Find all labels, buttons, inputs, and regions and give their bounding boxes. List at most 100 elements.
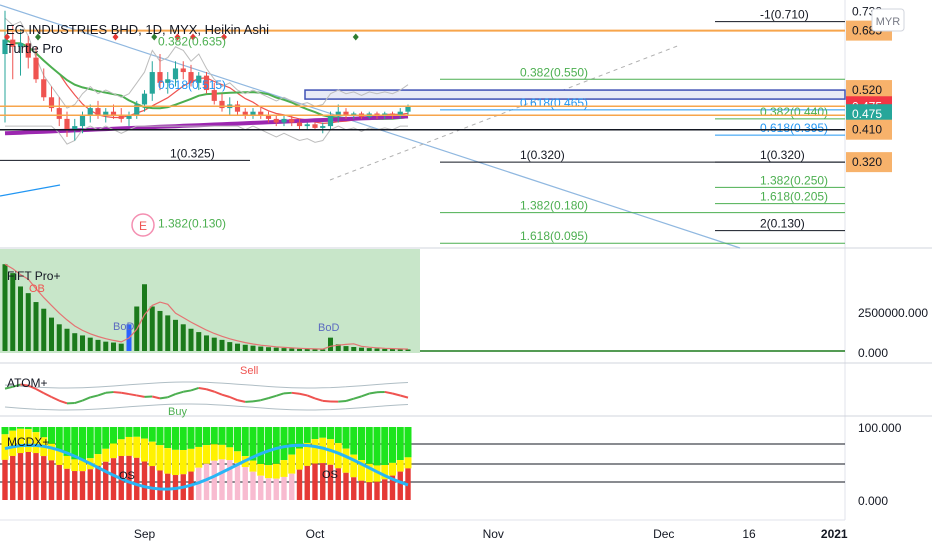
candle[interactable] — [165, 79, 171, 83]
candle[interactable] — [72, 126, 78, 130]
volume-bar[interactable] — [33, 302, 39, 351]
volume-bar[interactable] — [49, 317, 54, 351]
volume-bar[interactable] — [18, 286, 23, 351]
candle[interactable] — [10, 39, 16, 47]
volume-bar[interactable] — [312, 349, 318, 351]
price-tag[interactable]: 0.520 — [846, 80, 892, 101]
candle[interactable] — [25, 43, 31, 58]
volume-bar[interactable] — [180, 324, 186, 351]
volume-bar[interactable] — [118, 343, 124, 351]
candle[interactable] — [320, 126, 326, 128]
volume-bar[interactable] — [80, 335, 85, 351]
candle[interactable] — [141, 93, 148, 105]
candle[interactable] — [180, 68, 186, 73]
candle[interactable] — [56, 108, 62, 119]
volume-bar[interactable] — [366, 348, 372, 351]
zone-rect[interactable] — [304, 89, 846, 100]
volume-bar[interactable] — [281, 348, 287, 351]
candle[interactable] — [258, 111, 264, 116]
candle[interactable] — [157, 72, 163, 83]
volume-bar[interactable] — [258, 346, 264, 351]
currency-button[interactable]: MYR — [871, 8, 905, 32]
candle[interactable] — [17, 43, 24, 47]
candle[interactable] — [110, 111, 117, 116]
volume-bar[interactable] — [374, 348, 380, 351]
volume-bar[interactable] — [266, 347, 271, 351]
volume-bar[interactable] — [227, 342, 233, 351]
candle[interactable] — [397, 111, 403, 116]
volume-bar[interactable] — [235, 343, 240, 351]
volume-bar[interactable] — [405, 349, 411, 351]
price-tag[interactable]: 0.410 — [846, 119, 892, 140]
candle[interactable] — [343, 111, 349, 116]
candle[interactable] — [327, 115, 334, 127]
volume-bar[interactable] — [359, 347, 364, 351]
volume-bar[interactable] — [343, 346, 349, 351]
volume-bar[interactable] — [188, 328, 194, 351]
candle[interactable] — [296, 122, 303, 127]
volume-bar[interactable] — [211, 337, 217, 351]
candle[interactable] — [273, 118, 279, 123]
candle[interactable] — [389, 113, 396, 116]
volume-bar[interactable] — [328, 337, 333, 351]
volume-bar[interactable] — [56, 324, 62, 351]
volume-bar[interactable] — [173, 319, 178, 351]
candle[interactable] — [281, 118, 287, 123]
volume-bar[interactable] — [87, 337, 93, 351]
time-axis[interactable]: Sep Oct Nov Dec 16 2021 — [134, 527, 848, 541]
candle[interactable] — [41, 79, 47, 98]
candle[interactable] — [103, 111, 109, 116]
candle[interactable] — [64, 118, 70, 130]
candle[interactable] — [289, 118, 295, 123]
candle[interactable] — [382, 113, 388, 116]
volume-bar[interactable] — [297, 348, 302, 351]
candle[interactable] — [2, 39, 8, 55]
volume-bar[interactable] — [157, 310, 163, 351]
volume-bar[interactable] — [390, 348, 395, 351]
candle[interactable] — [374, 113, 380, 116]
candle[interactable] — [304, 124, 310, 127]
candle[interactable] — [219, 100, 225, 109]
volume-bar[interactable] — [111, 342, 116, 351]
candle[interactable] — [250, 111, 256, 116]
volume-bar[interactable] — [2, 264, 8, 351]
candle[interactable] — [149, 72, 155, 94]
candle[interactable] — [79, 115, 86, 127]
candle[interactable] — [234, 104, 241, 112]
volume-bar[interactable] — [382, 348, 388, 351]
volume-bar[interactable] — [320, 349, 326, 351]
candle[interactable] — [33, 57, 39, 80]
volume-bar[interactable] — [397, 349, 403, 351]
candle[interactable] — [118, 115, 124, 119]
volume-bar[interactable] — [72, 333, 78, 351]
volume-bar[interactable] — [142, 284, 147, 351]
volume-bar[interactable] — [41, 308, 47, 351]
candle[interactable] — [312, 124, 318, 128]
volume-bar[interactable] — [242, 344, 248, 351]
volume-bar[interactable] — [250, 345, 256, 351]
fift-pane[interactable] — [2, 263, 846, 352]
resistance-zone[interactable] — [304, 89, 846, 100]
volume-bar[interactable] — [289, 348, 295, 351]
volume-bar[interactable] — [219, 339, 225, 351]
volume-bar[interactable] — [25, 293, 31, 351]
volume-bar[interactable] — [165, 315, 171, 351]
candle[interactable] — [196, 75, 202, 83]
event-marker[interactable]: E — [131, 213, 155, 237]
trendline[interactable] — [0, 4, 741, 249]
candle[interactable] — [211, 90, 217, 101]
candle[interactable] — [134, 104, 140, 116]
volume-bar[interactable] — [149, 306, 155, 352]
candle[interactable] — [87, 108, 93, 116]
candle[interactable] — [335, 111, 341, 116]
candle[interactable] — [405, 106, 411, 112]
candle[interactable] — [265, 115, 272, 119]
candle[interactable] — [242, 111, 248, 116]
volume-bar[interactable] — [273, 347, 279, 351]
volume-bar[interactable] — [103, 341, 109, 351]
candle[interactable] — [48, 97, 55, 109]
candle[interactable] — [95, 108, 101, 116]
candle[interactable] — [351, 113, 357, 116]
candle[interactable] — [203, 75, 210, 91]
